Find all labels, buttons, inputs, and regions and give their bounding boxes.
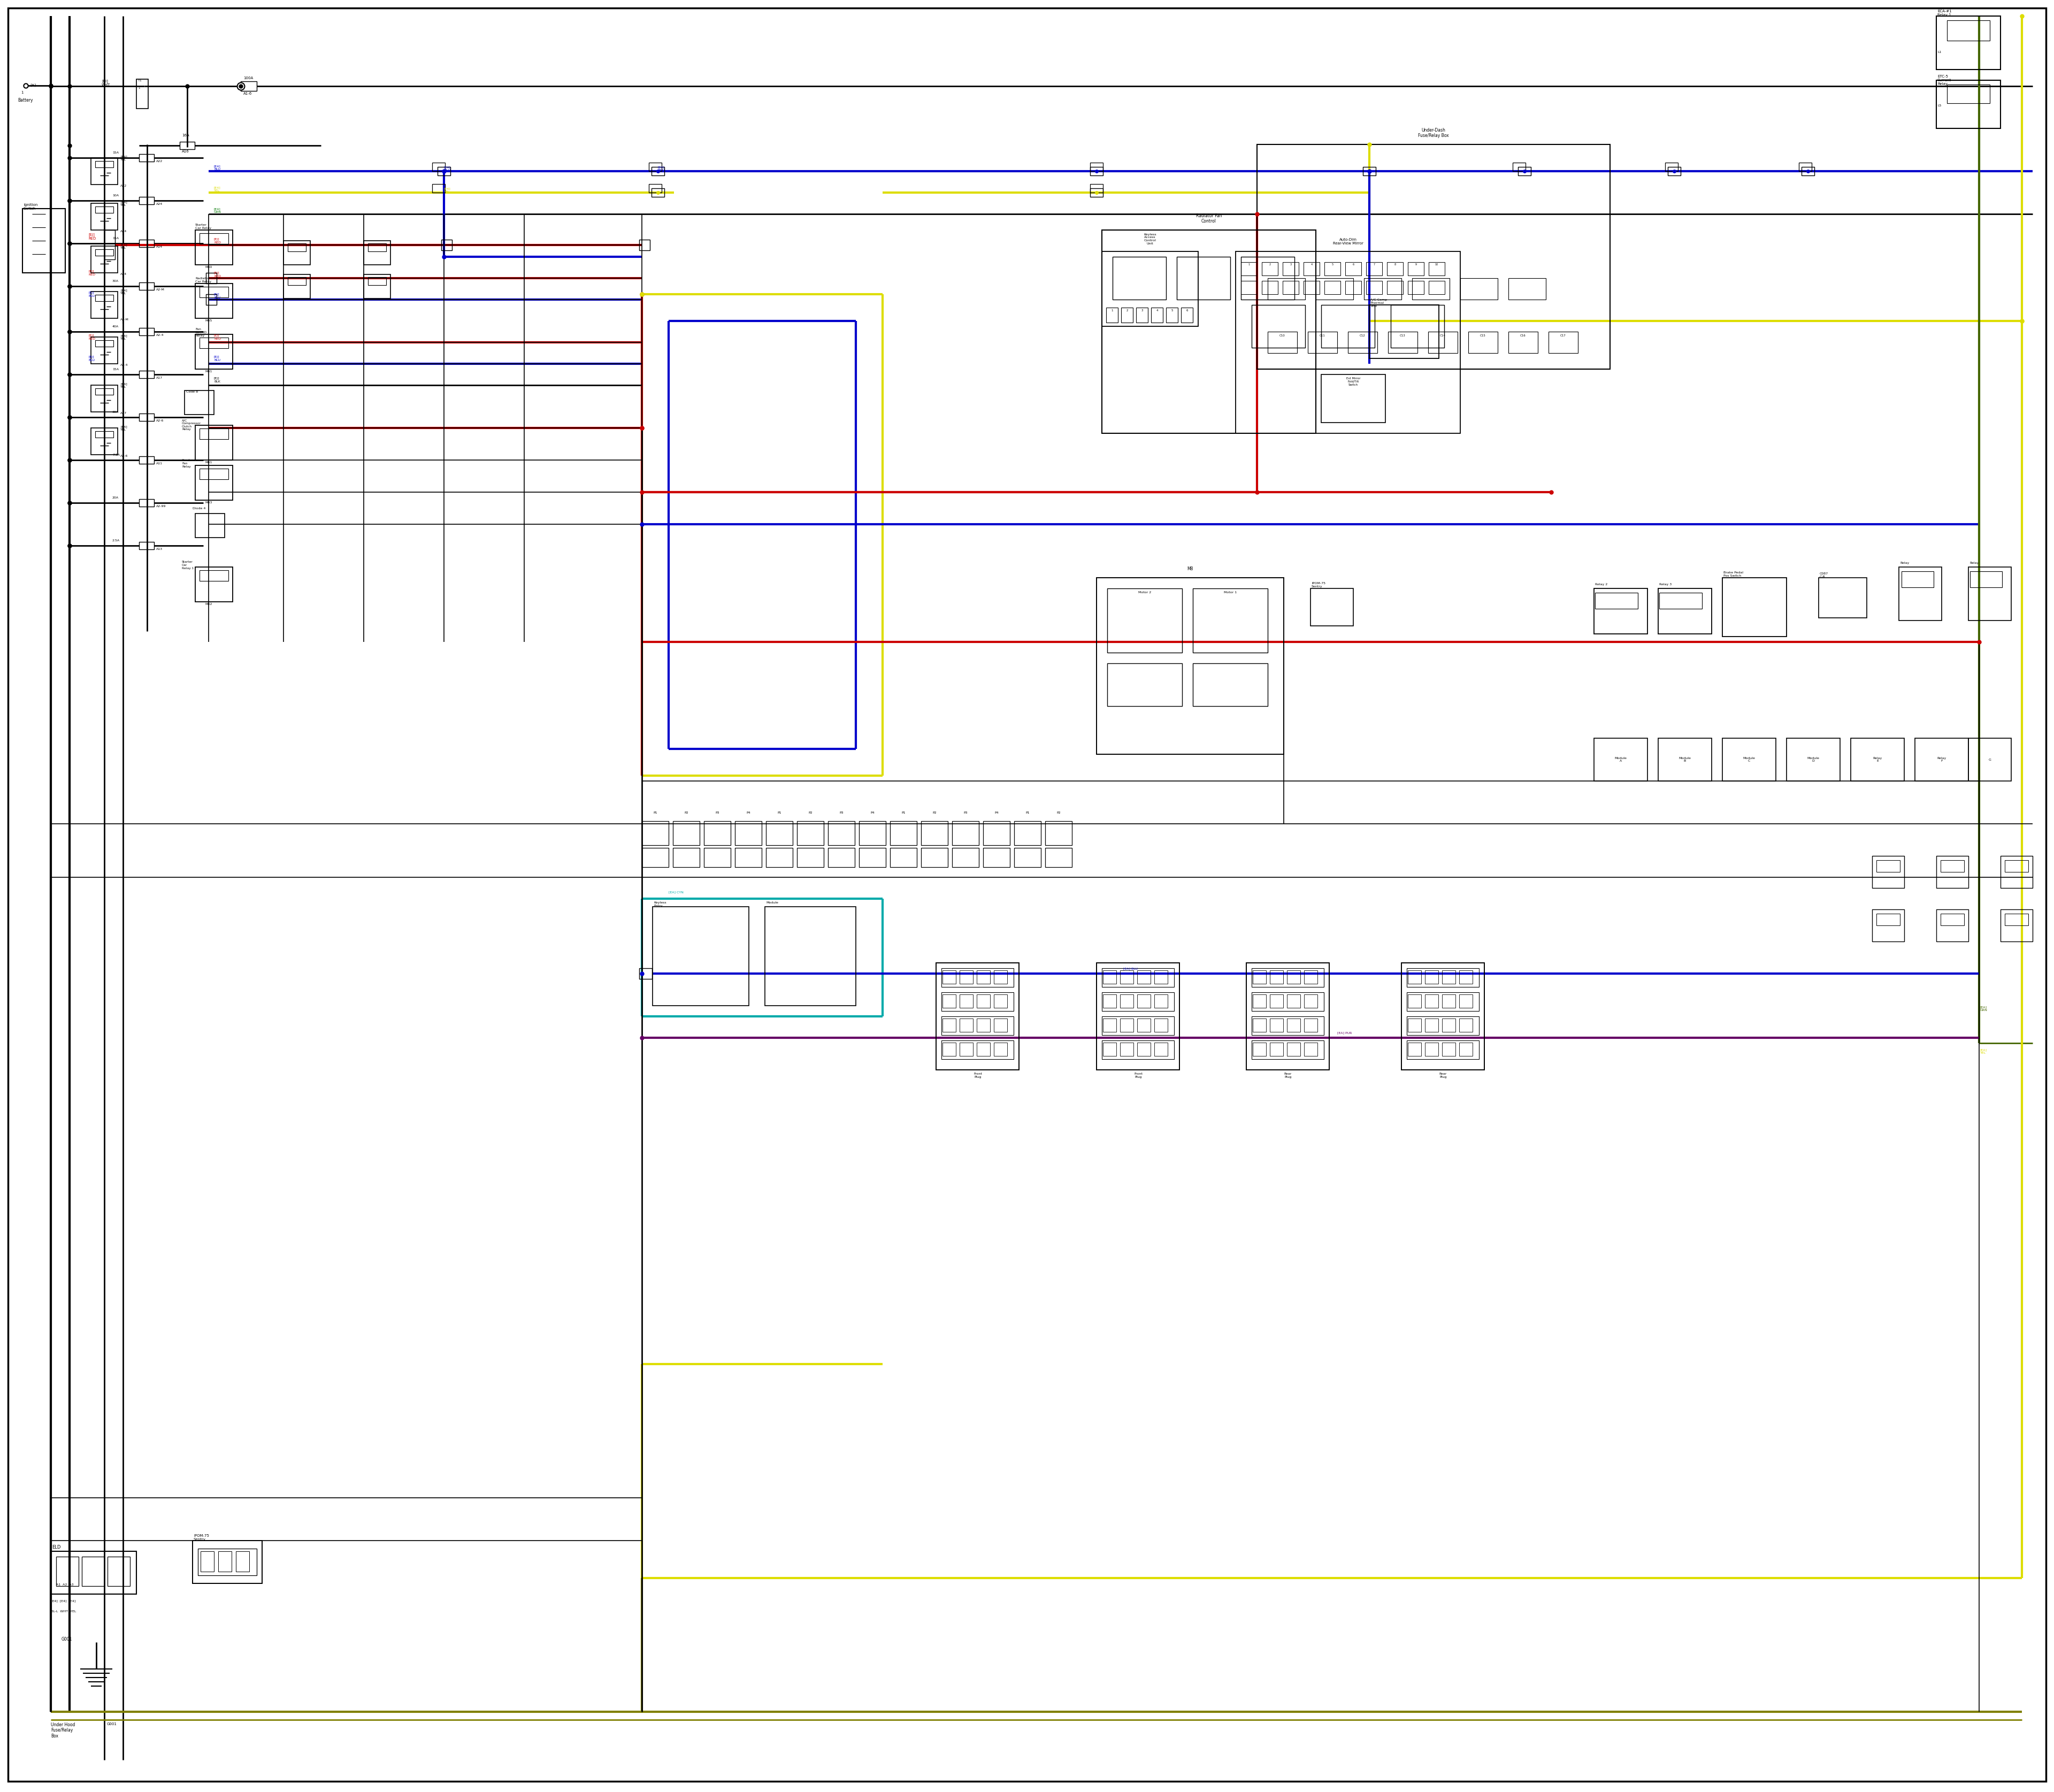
Bar	[1269, 995, 1284, 1007]
Text: Keyless
Entry: Keyless Entry	[653, 901, 665, 907]
Bar	[1941, 914, 1964, 925]
Bar	[140, 283, 154, 290]
Bar	[205, 272, 216, 283]
Bar	[1237, 251, 1460, 434]
Text: L5: L5	[1937, 104, 1941, 108]
Text: P3: P3	[840, 812, 844, 814]
Text: C10: C10	[1280, 335, 1286, 337]
Text: M41: M41	[205, 461, 212, 464]
Text: A13: A13	[156, 548, 162, 550]
Text: [EJ]
RED: [EJ] RED	[88, 271, 94, 276]
Bar	[1103, 995, 1115, 1007]
Bar	[1902, 572, 1933, 588]
Text: M40: M40	[205, 265, 212, 269]
Text: A22: A22	[121, 185, 127, 186]
Bar	[199, 337, 228, 348]
Bar	[1138, 969, 1150, 984]
Bar	[649, 185, 661, 192]
Text: [E4]
YEL: [E4] YEL	[121, 244, 127, 249]
Bar	[1261, 262, 1278, 276]
Bar	[1947, 20, 1990, 41]
Bar	[959, 1043, 974, 1055]
Bar	[859, 848, 885, 867]
Bar	[1310, 588, 1354, 625]
Text: [E4]
YEL: [E4] YEL	[121, 201, 127, 206]
Bar	[1818, 577, 1867, 618]
Bar	[1101, 1041, 1175, 1059]
Text: Module
A: Module A	[1614, 756, 1627, 762]
Text: Keyless
Access
Control
Unit: Keyless Access Control Unit	[1144, 233, 1156, 246]
Bar	[1097, 577, 1284, 754]
Text: A1  A2  A3: A1 A2 A3	[55, 1584, 74, 1586]
Text: ECA-#1
Relay 1: ECA-#1 Relay 1	[1937, 9, 1951, 16]
Text: Relay: Relay	[1970, 561, 1978, 564]
Bar	[1658, 738, 1711, 781]
Bar	[364, 274, 390, 299]
Bar	[959, 1018, 974, 1032]
Text: 40A: 40A	[113, 324, 119, 328]
Bar	[2001, 909, 2033, 941]
Bar	[1241, 281, 1257, 294]
Text: Front
Plug: Front Plug	[1134, 1073, 1142, 1079]
Bar	[1594, 588, 1647, 634]
Bar	[1407, 262, 1423, 276]
Text: [E4]
YEL: [E4] YEL	[444, 186, 450, 194]
Bar	[735, 848, 762, 867]
Bar	[1460, 278, 1497, 299]
Bar	[1251, 1016, 1325, 1036]
Bar	[1518, 167, 1530, 176]
Bar	[431, 163, 446, 172]
Text: P1: P1	[902, 812, 906, 814]
Bar	[1154, 1018, 1167, 1032]
Bar	[1660, 593, 1703, 609]
Bar	[674, 848, 700, 867]
Text: P2: P2	[933, 812, 937, 814]
Text: C087
C-B: C087 C-B	[1820, 572, 1828, 579]
Bar	[1413, 278, 1450, 299]
Text: 15A: 15A	[113, 367, 119, 371]
Bar	[1407, 281, 1423, 294]
Text: A14: A14	[121, 272, 127, 276]
Bar	[1898, 566, 1941, 620]
Bar	[1269, 1018, 1284, 1032]
Bar	[943, 1018, 955, 1032]
Bar	[959, 969, 974, 984]
Bar	[1970, 572, 2003, 588]
Text: A17: A17	[156, 376, 162, 380]
Bar	[1851, 738, 1904, 781]
Bar	[994, 969, 1006, 984]
Text: Relay: Relay	[1900, 561, 1908, 564]
Text: [E4]
YEL: [E4] YEL	[121, 335, 127, 340]
Bar	[90, 202, 117, 229]
Text: A/C Comp
Thermal
Prot: A/C Comp Thermal Prot	[1370, 299, 1386, 308]
Bar	[1407, 1043, 1421, 1055]
Bar	[140, 414, 154, 421]
Bar	[978, 1018, 990, 1032]
Bar	[920, 821, 947, 846]
Bar	[984, 848, 1011, 867]
Bar	[140, 541, 154, 550]
Text: [EA]
GRN: [EA] GRN	[1980, 1005, 1988, 1011]
Bar	[1425, 1018, 1438, 1032]
Text: G: G	[1988, 758, 1990, 762]
Bar	[1508, 278, 1547, 299]
Bar	[1193, 588, 1267, 652]
Bar	[1241, 262, 1257, 276]
Bar	[1091, 185, 1103, 192]
Bar	[1366, 262, 1382, 276]
Bar	[1308, 332, 1337, 353]
Bar	[193, 1541, 263, 1584]
Text: C17: C17	[1561, 335, 1565, 337]
Bar	[431, 185, 446, 192]
Bar	[1288, 1043, 1300, 1055]
Text: Relay
F: Relay F	[1937, 756, 1947, 762]
Bar	[197, 1548, 257, 1575]
Text: A17: A17	[121, 412, 127, 414]
Bar	[1253, 995, 1265, 1007]
Bar	[1391, 305, 1444, 348]
Text: 1: 1	[21, 91, 23, 95]
Text: Front
Plug: Front Plug	[974, 1073, 982, 1079]
Bar	[1801, 167, 1814, 176]
Bar	[1304, 262, 1319, 276]
Text: IPOM-75
Sentry: IPOM-75 Sentry	[1313, 582, 1325, 588]
